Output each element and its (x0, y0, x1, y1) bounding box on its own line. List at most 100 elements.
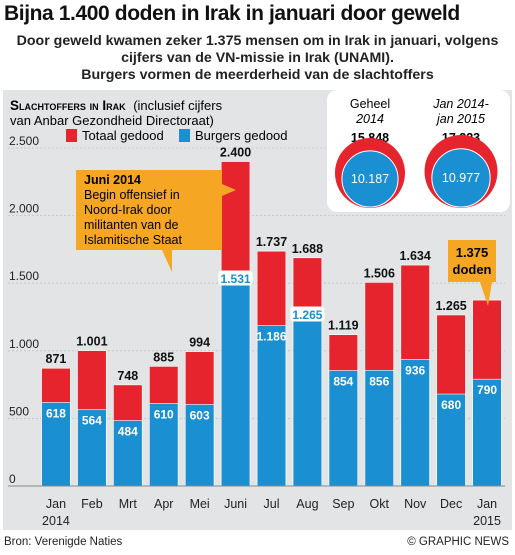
x-tick-label: Mrt (119, 497, 138, 511)
annotation-june: Juni 2014 Begin offensief in Noord-Irak … (76, 170, 236, 272)
total-value-label: 1.737 (256, 235, 287, 249)
bar-civilians (77, 409, 107, 487)
annotation-june-line: militanten van de (84, 218, 179, 232)
civilians-badge (290, 306, 325, 322)
civilians-badge (218, 270, 253, 286)
bar-civilians (256, 325, 287, 487)
chart-title: Slachtoffers in Irak (inclusief cijfers (10, 98, 223, 113)
civilians-value-label: 936 (405, 363, 425, 377)
annotation-jan2015-value: 1.375 (456, 245, 489, 260)
chart-title-caps: Slachtoffers in Irak (10, 98, 126, 113)
x-tick-label: Nov (404, 497, 427, 511)
bar-civilians (113, 420, 143, 487)
y-tick-label: 500 (9, 404, 29, 418)
civilians-value-label: 484 (118, 425, 138, 439)
x-tick-label: Jan (477, 497, 497, 511)
x-tick-label: Mei (190, 497, 210, 511)
x-tick-label: Jul (264, 497, 280, 511)
grid (8, 147, 505, 419)
civilians-value-label: 1.186 (256, 330, 286, 344)
source-text: Bron: Verenigde Naties (4, 536, 123, 548)
bar-civilians (472, 378, 502, 487)
x-tick-label: Jan (46, 497, 66, 511)
total-value-label: 1.506 (364, 266, 395, 280)
civilians-value-label: 854 (333, 375, 353, 389)
annotation-june-line: Islamitische Staat (84, 233, 182, 247)
y-tick-label: 1.000 (9, 337, 39, 351)
subtitle-line: cijfers van de VN-missie in Irak (UNAMI)… (121, 50, 394, 66)
civilians-value-label: 603 (190, 408, 210, 422)
total-value-label: 748 (117, 369, 138, 383)
y-tick-label: 2.000 (9, 202, 39, 216)
pie-period-label: jan 2015 (435, 112, 485, 126)
pie-civilians-label: 10.977 (442, 171, 480, 185)
pie-period-label: Jan 2014- (432, 97, 489, 111)
annotation-june-box (76, 170, 236, 272)
total-value-label: 1.265 (435, 299, 466, 313)
bar-civilians (328, 370, 359, 487)
bar-civilians (400, 359, 430, 487)
y-tick-label: 1.500 (9, 269, 39, 283)
x-tick-label: Apr (154, 497, 173, 511)
bar-civilians (184, 404, 215, 487)
legend: Totaal gedood Burgers gedood (66, 128, 288, 143)
legend-swatch-total (66, 129, 77, 142)
pie-civilians-label: 10.187 (351, 172, 389, 186)
bars (41, 161, 502, 487)
bar-civilians (292, 314, 323, 487)
civilians-value-label: 618 (46, 406, 66, 420)
axes: 0 500 1.000 1.500 2.000 2.500 Jan 2014 Feb Mrt Apr… (8, 134, 505, 528)
total-value-label: 871 (46, 352, 67, 366)
annotation-june-line: Noord-Irak door (84, 203, 172, 217)
pie-period-label: 2014 (355, 112, 384, 126)
total-value-label: 885 (153, 350, 174, 364)
total-value-label: 2.400 (220, 146, 251, 160)
subtitle-line: Door geweld kwamen zeker 1.375 mensen om… (16, 33, 499, 49)
subtitle-line: Burgers vormen de meerderheid van de sla… (81, 67, 434, 83)
pie-civilians-circle (431, 148, 491, 208)
x-tick-sublabel: 2015 (473, 514, 501, 528)
value-labels: 871 618 1.001 564 748 484 885 610 994 603 2.400 1.5… (46, 146, 498, 439)
x-tick-label: Sep (332, 497, 354, 511)
annotation-june-line: Begin offensief in (84, 188, 180, 202)
pie-inset: Geheel 2014 15.848 Jan 2014- jan 2015 17… (327, 90, 510, 212)
legend-label-total: Totaal gedood (82, 128, 164, 143)
x-tick-label: Juni (224, 497, 247, 511)
bar-civilians (220, 278, 251, 487)
annotation-june-title: Juni 2014 (84, 173, 141, 187)
legend-swatch-civilians (179, 129, 190, 142)
chart-title-note: (inclusief cijfers (133, 98, 222, 113)
annotation-jan2015: 1.375 doden (448, 240, 496, 306)
total-value-label: 1.001 (76, 335, 107, 349)
annotation-jan2015-label: doden (453, 262, 492, 277)
x-tick-sublabel: 2014 (42, 514, 70, 528)
total-value-label: 994 (189, 336, 210, 350)
total-value-label: 1.688 (292, 242, 323, 256)
credit-text: © GRAPHIC NEWS (407, 536, 509, 548)
pie-circles: 10.187 10.977 (334, 135, 498, 208)
bar-civilians (364, 369, 394, 487)
x-tick-label: Dec (440, 497, 462, 511)
civilians-value-label: 1.265 (292, 308, 322, 322)
civilians-value-label: 680 (441, 398, 461, 412)
x-tick-label: Okt (370, 497, 390, 511)
bar-civilians (41, 402, 71, 487)
x-tick-label: Aug (296, 497, 318, 511)
y-tick-label: 0 (9, 472, 16, 486)
pie-period-label: Geheel (350, 97, 390, 111)
legend-label-civilians: Burgers gedood (195, 128, 288, 143)
total-value-label: 1.119 (328, 319, 359, 333)
civilians-value-label: 856 (369, 374, 389, 388)
subtitle: Door geweld kwamen zeker 1.375 mensen om… (6, 33, 509, 84)
civilians-value-label: 610 (154, 408, 174, 422)
page-title: Bijna 1.400 doden in Irak in januari doo… (4, 2, 460, 25)
annotation-jan2015-box (448, 240, 496, 306)
civilians-value-label: 790 (477, 383, 497, 397)
civilians-value-label: 564 (82, 414, 102, 428)
total-value-label: 1.634 (400, 249, 431, 263)
y-tick-label: 2.500 (9, 134, 39, 148)
chart-title-note-2: van Anbar Gezondheid Directoraat) (10, 113, 214, 128)
civilians-value-label: 1.531 (221, 272, 251, 286)
pie-civilians-circle (341, 150, 399, 208)
